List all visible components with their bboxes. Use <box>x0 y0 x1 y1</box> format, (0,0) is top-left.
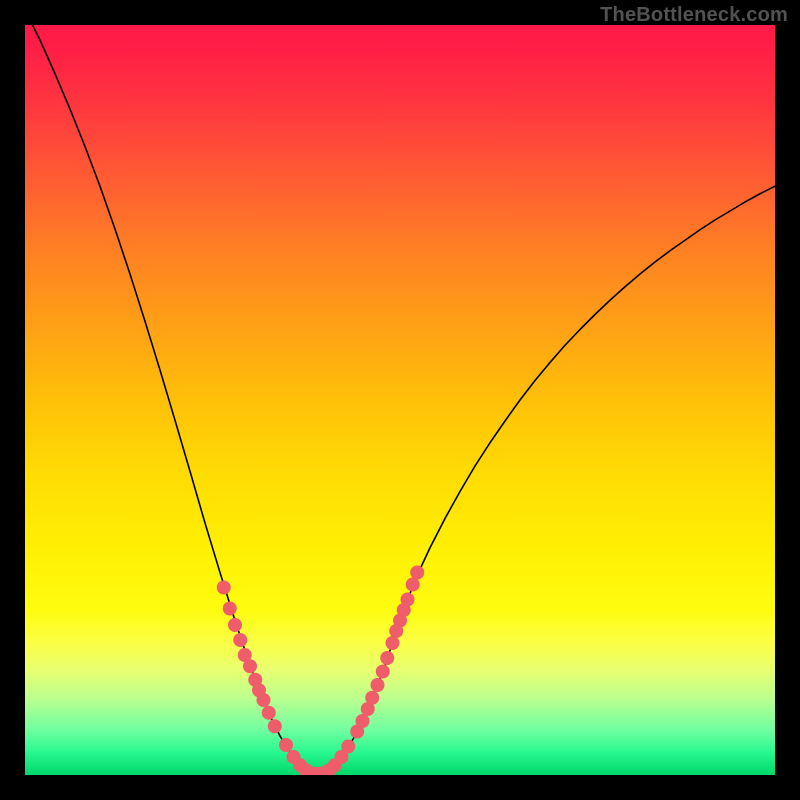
marker-point <box>279 738 293 752</box>
marker-point <box>243 659 257 673</box>
marker-point <box>356 714 370 728</box>
marker-point <box>223 602 237 616</box>
marker-point <box>410 566 424 580</box>
marker-point <box>401 593 415 607</box>
marker-point <box>341 740 355 754</box>
watermark-text: TheBottleneck.com <box>600 4 788 27</box>
plot-area <box>25 25 775 775</box>
marker-point <box>268 719 282 733</box>
marker-point <box>228 618 242 632</box>
gradient-background <box>25 25 775 775</box>
marker-point <box>217 581 231 595</box>
marker-point <box>386 636 400 650</box>
marker-point <box>257 693 271 707</box>
marker-point <box>365 691 379 705</box>
marker-point <box>233 633 247 647</box>
marker-point <box>380 651 394 665</box>
marker-point <box>406 578 420 592</box>
marker-point <box>371 678 385 692</box>
chart-svg <box>25 25 775 775</box>
chart-frame: TheBottleneck.com <box>0 0 800 800</box>
marker-point <box>262 706 276 720</box>
marker-point <box>376 665 390 679</box>
